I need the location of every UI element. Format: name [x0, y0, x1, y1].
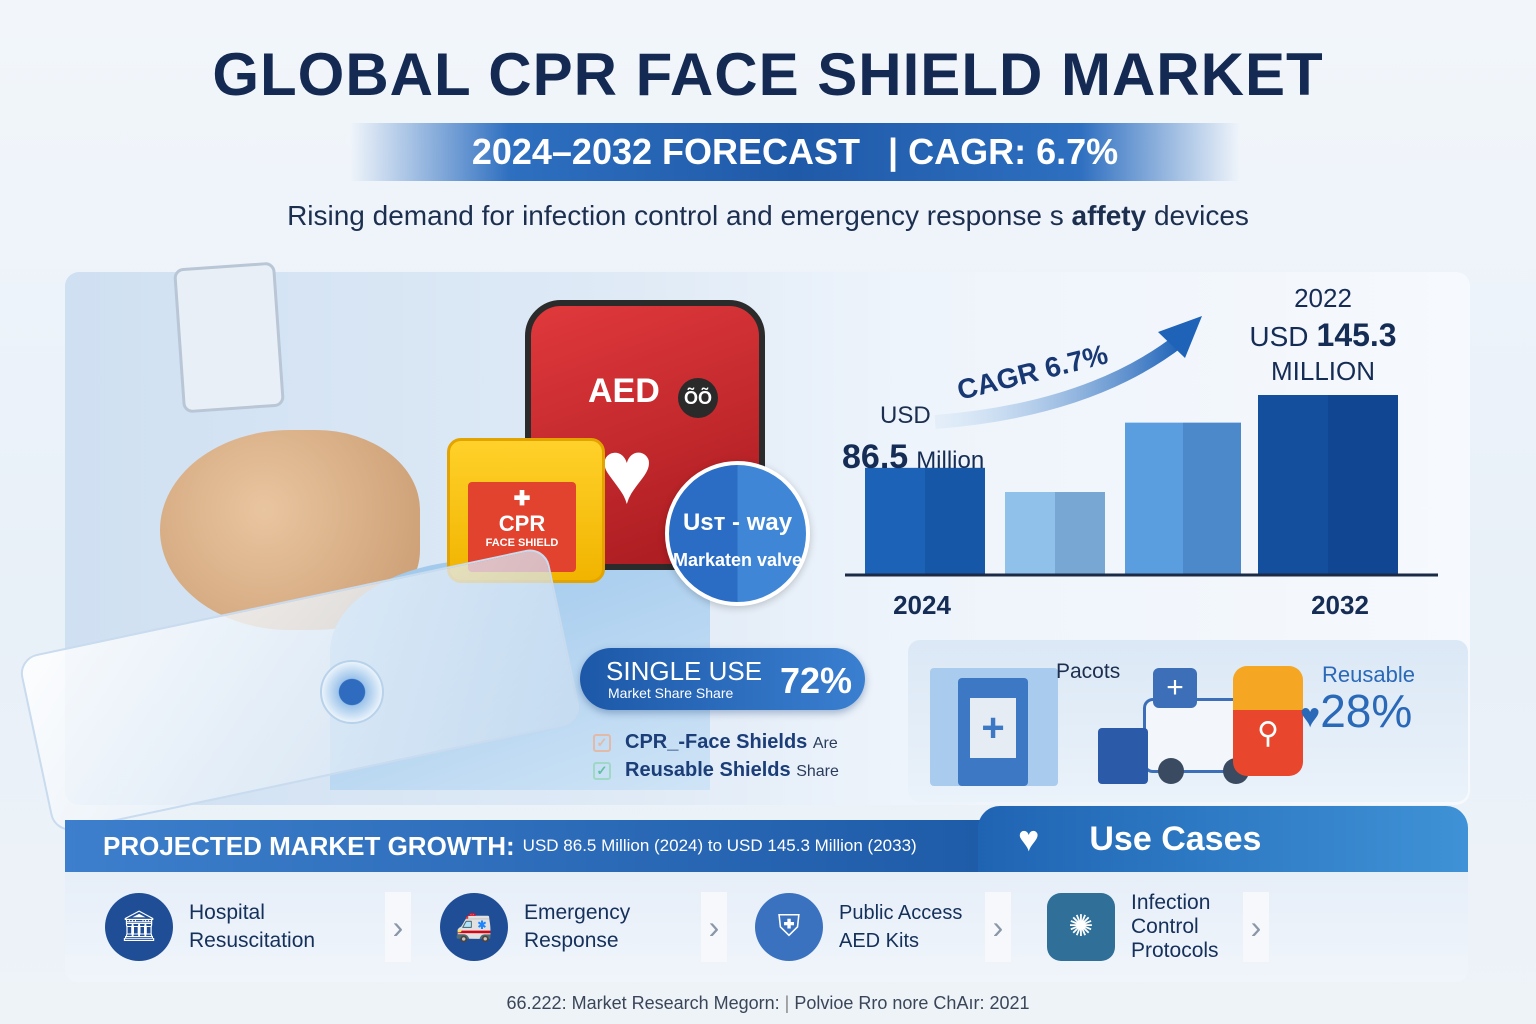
reusable-share-box: + Pacots + ⚲ Reusable ♥28% — [908, 640, 1468, 802]
bar-2032 — [1258, 395, 1398, 575]
subtitle: Rising demand for infection control and … — [0, 200, 1536, 232]
start-label-unit: USD — [880, 402, 931, 429]
bar-mid-1 — [1005, 491, 1105, 575]
use-cases-header: ♥ Use Cases — [978, 806, 1468, 872]
footer-divider: | — [784, 993, 795, 1013]
cross-icon: ✚ — [513, 488, 531, 510]
cpr-box-sub: FACE SHIELD — [485, 537, 559, 549]
market-bar-chart: CAGR 6.7% USD 86.5 Million 2022 USD 145.3 … — [842, 283, 1438, 620]
use-cases-title: Use Cases — [1089, 819, 1262, 858]
aed-kit-icon: ⚲ — [1233, 666, 1303, 776]
cpr-guide-tablet-image — [173, 261, 285, 414]
single-use-share-pill: SINGLE USE Market Share Share 72% — [580, 648, 865, 710]
use-case-line: Hospital — [189, 901, 265, 924]
subtitle-pre: Rising demand for infection control and … — [287, 200, 1064, 231]
bar-2024 — [865, 467, 985, 575]
growth-arrow-head — [1158, 316, 1202, 358]
chevron-right-icon: › — [1243, 892, 1269, 962]
start-label-suffix: Million — [916, 447, 984, 474]
use-case-line: Public Access — [839, 902, 963, 924]
use-case-line: Response — [524, 929, 619, 952]
start-label: 86.5 Million — [842, 438, 984, 476]
hospital-building-icon: + — [930, 668, 1058, 786]
forecast-period: 2024–2032 FORECAST — [471, 131, 861, 172]
cagr-value: | CAGR: 6.7% — [888, 131, 1119, 172]
heart-bolt-icon: ♥ — [600, 423, 654, 523]
reusable-pct: 28% — [1320, 685, 1413, 737]
ambulance-icon: 🚑 — [440, 893, 508, 961]
legend-item: ✓ Reusable Shields Share — [593, 759, 839, 782]
use-case-infection-control: ✺ Infection Control Protocols — [1047, 872, 1219, 982]
projected-growth-bar: PROJECTED MARKET GROWTH: USD 86.5 Millio… — [65, 820, 985, 872]
end-label-prefix: USD — [1249, 321, 1308, 352]
x-tick-label: 2024 — [893, 590, 951, 620]
badge-line1: Usт - way — [682, 509, 793, 536]
aed-label: AED — [588, 372, 660, 410]
bar-mid-2 — [1125, 422, 1241, 575]
end-label-value: 145.3 — [1317, 317, 1397, 353]
pacots-label: Pacots — [1056, 660, 1121, 683]
single-use-label: SINGLE USE — [606, 656, 763, 686]
bar-shade — [1055, 491, 1105, 575]
shield-icon: ⛨ — [755, 893, 823, 961]
legend-item: ✓ CPR_-Face Shields Are — [593, 731, 838, 754]
reusable-pct-wrap: ♥28% — [1300, 684, 1412, 738]
footer-source: 66.222: Market Research Megorn: — [506, 993, 780, 1013]
heart-icon: ♥ — [1300, 697, 1321, 735]
chevron-right-icon: › — [701, 892, 727, 962]
growth-detail: USD 86.5 Million (2024) to USD 145.3 Mil… — [522, 836, 917, 855]
box-icon — [1098, 728, 1148, 784]
use-case-line: Control — [1131, 915, 1199, 938]
one-way-valve-image — [320, 660, 384, 724]
virus-shield-icon: ✺ — [1047, 893, 1115, 961]
start-label-value: 86.5 — [842, 438, 908, 476]
chevron-right-icon: › — [985, 892, 1011, 962]
aed-knob: ÕÕ — [678, 378, 718, 418]
reusable-label: Reusable — [1322, 662, 1415, 687]
growth-label: PROJECTED MARKET GROWTH: — [103, 830, 515, 861]
use-case-line: Resuscitation — [189, 929, 316, 952]
subtitle-bold: affety — [1071, 200, 1147, 231]
use-case-line: Protocols — [1131, 939, 1219, 962]
subtitle-post: devices — [1153, 200, 1249, 231]
legend-suffix: Share — [796, 763, 839, 780]
x-tick-label: 2032 — [1311, 590, 1369, 620]
heart-icon: ♥ — [1018, 818, 1040, 859]
hospital-icon: 🏛 — [105, 893, 173, 961]
chevron-right-icon: › — [385, 892, 411, 962]
use-cases-row: 🏛 Hospital Resuscitation › 🚑 Emergency Res… — [65, 872, 1468, 982]
end-label-suffix: MILLION — [1271, 356, 1375, 386]
use-case-line: Infection — [1131, 891, 1211, 914]
footer-note: Polvioe Rro nore ChAır: 2021 — [794, 993, 1030, 1013]
growth-arrow-icon — [934, 334, 1185, 429]
legend-suffix: Are — [812, 735, 838, 752]
bar-shade — [925, 467, 985, 575]
use-case-emergency: 🚑 Emergency Response — [440, 872, 630, 982]
page-title: GLOBAL CPR FACE SHIELD MARKET — [212, 41, 1324, 108]
single-use-pct: 72% — [780, 660, 853, 701]
valve-badge: Usт - way Markaten valve — [665, 461, 810, 606]
use-case-line: Emergency — [524, 901, 631, 924]
bar-shade — [1328, 395, 1398, 575]
single-use-sub: Market Share Share — [608, 685, 734, 701]
checkbox-icon: ✓ — [593, 733, 611, 752]
legend-label: CPR_-Face Shields — [625, 731, 808, 753]
end-label-year: 2022 — [1294, 283, 1352, 313]
use-case-line: AED Kits — [839, 930, 920, 952]
use-case-hospital: 🏛 Hospital Resuscitation — [105, 872, 315, 982]
use-case-public-access: ⛨ Public Access AED Kits — [755, 872, 962, 982]
cpr-box-title: CPR — [498, 511, 546, 536]
bar-shade — [1183, 422, 1241, 575]
forecast-banner: 2024–2032 FORECAST | CAGR: 6.7% — [350, 123, 1240, 181]
end-label: USD 145.3 — [1249, 317, 1396, 353]
checkbox-icon: ✓ — [593, 761, 611, 780]
badge-line2: Markaten valve — [672, 550, 803, 570]
footer: 66.222: Market Research Megorn: | Polvio… — [0, 993, 1536, 1014]
legend-label: Reusable Shields — [625, 759, 791, 781]
